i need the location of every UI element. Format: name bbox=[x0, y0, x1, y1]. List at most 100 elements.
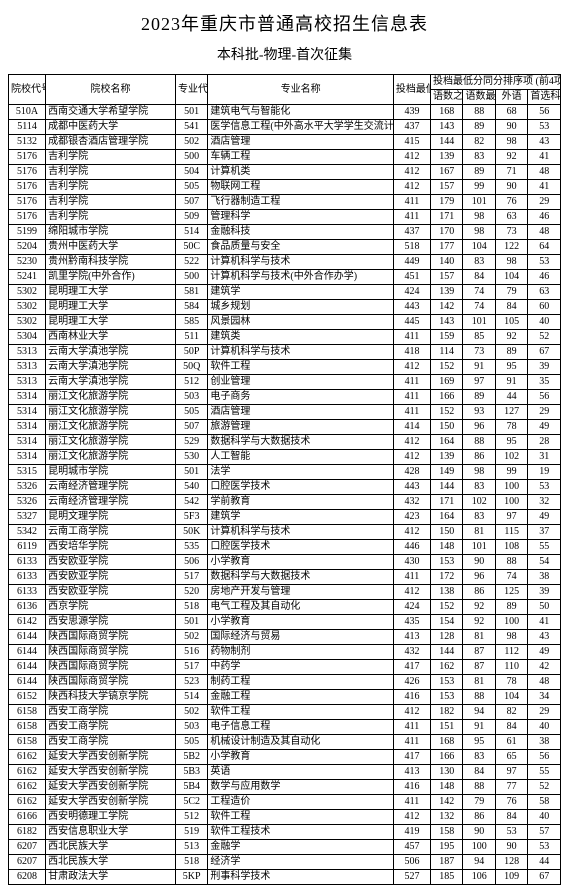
table-cell: 云南大学滇池学院 bbox=[46, 360, 176, 375]
table-cell: 丽江文化旅游学院 bbox=[46, 420, 176, 435]
table-cell: 5C2 bbox=[175, 795, 207, 810]
table-cell: 412 bbox=[393, 585, 430, 600]
table-cell: 501 bbox=[175, 465, 207, 480]
table-cell: 98 bbox=[463, 210, 495, 225]
table-row: 510A西南交通大学希望学院501建筑电气与智能化439168886856 bbox=[9, 105, 561, 120]
table-cell: 154 bbox=[431, 615, 463, 630]
table-cell: 吉利学院 bbox=[46, 180, 176, 195]
table-cell: 76 bbox=[495, 195, 527, 210]
table-cell: 吉利学院 bbox=[46, 150, 176, 165]
table-cell: 计算机类 bbox=[208, 165, 394, 180]
table-cell: 城乡规划 bbox=[208, 300, 394, 315]
table-cell: 40 bbox=[528, 720, 561, 735]
table-cell: 国际经济与贸易 bbox=[208, 630, 394, 645]
table-cell: 丽江文化旅游学院 bbox=[46, 390, 176, 405]
table-cell: 丽江文化旅游学院 bbox=[46, 405, 176, 420]
table-cell: 28 bbox=[528, 435, 561, 450]
table-cell: 云南大学滇池学院 bbox=[46, 345, 176, 360]
table-cell: 6133 bbox=[9, 570, 46, 585]
table-cell: 5132 bbox=[9, 135, 46, 150]
table-cell: 67 bbox=[528, 345, 561, 360]
table-cell: 150 bbox=[431, 525, 463, 540]
table-cell: 数学与应用数学 bbox=[208, 780, 394, 795]
table-cell: 88 bbox=[463, 435, 495, 450]
table-cell: 电子信息工程 bbox=[208, 720, 394, 735]
table-cell: 49 bbox=[528, 645, 561, 660]
table-cell: 吉利学院 bbox=[46, 195, 176, 210]
table-cell: 187 bbox=[431, 855, 463, 870]
table-cell: 云南大学滇池学院 bbox=[46, 375, 176, 390]
table-row: 6207西北民族大学518经济学5061879412844 bbox=[9, 855, 561, 870]
table-cell: 162 bbox=[431, 660, 463, 675]
table-cell: 506 bbox=[175, 555, 207, 570]
table-cell: 451 bbox=[393, 270, 430, 285]
table-cell: 100 bbox=[463, 840, 495, 855]
table-cell: 数据科学与大数据技术 bbox=[208, 570, 394, 585]
table-cell: 41 bbox=[528, 615, 561, 630]
table-cell: 数据科学与大数据技术 bbox=[208, 435, 394, 450]
table-cell: 西安工商学院 bbox=[46, 720, 176, 735]
table-row: 5304西南林业大学511建筑类411159859252 bbox=[9, 330, 561, 345]
table-cell: 小学教育 bbox=[208, 750, 394, 765]
table-cell: 523 bbox=[175, 675, 207, 690]
table-cell: 500 bbox=[175, 270, 207, 285]
table-cell: 建筑类 bbox=[208, 330, 394, 345]
table-cell: 81 bbox=[463, 630, 495, 645]
table-cell: 5315 bbox=[9, 465, 46, 480]
table-cell: 吉利学院 bbox=[46, 210, 176, 225]
table-cell: 92 bbox=[495, 150, 527, 165]
table-cell: 82 bbox=[463, 135, 495, 150]
table-cell: 电子商务 bbox=[208, 390, 394, 405]
table-cell: 87 bbox=[463, 645, 495, 660]
table-cell: 6144 bbox=[9, 660, 46, 675]
table-cell: 195 bbox=[431, 840, 463, 855]
table-cell: 74 bbox=[463, 285, 495, 300]
table-cell: 86 bbox=[463, 585, 495, 600]
table-cell: 6152 bbox=[9, 690, 46, 705]
th-sort1: 语数之和 bbox=[431, 90, 463, 105]
table-cell: 424 bbox=[393, 600, 430, 615]
table-cell: 76 bbox=[495, 795, 527, 810]
table-row: 5199绵阳城市学院514金融科技437170987348 bbox=[9, 225, 561, 240]
table-cell: 53 bbox=[528, 255, 561, 270]
table-cell: 5204 bbox=[9, 240, 46, 255]
table-cell: 510A bbox=[9, 105, 46, 120]
th-major-name: 专业名称 bbox=[208, 75, 394, 105]
table-row: 6182西安信息职业大学519软件工程技术419158905357 bbox=[9, 825, 561, 840]
table-cell: 37 bbox=[528, 525, 561, 540]
table-cell: 89 bbox=[463, 165, 495, 180]
table-cell: 102 bbox=[495, 450, 527, 465]
table-cell: 509 bbox=[175, 210, 207, 225]
table-cell: 计算机科学与技术 bbox=[208, 345, 394, 360]
table-cell: 77 bbox=[495, 780, 527, 795]
table-cell: 55 bbox=[528, 765, 561, 780]
table-cell: 5326 bbox=[9, 495, 46, 510]
table-row: 5176吉利学院509管理科学411171986346 bbox=[9, 210, 561, 225]
table-cell: 171 bbox=[431, 495, 463, 510]
table-cell: 166 bbox=[431, 750, 463, 765]
table-cell: 168 bbox=[431, 105, 463, 120]
table-cell: 138 bbox=[431, 585, 463, 600]
table-cell: 457 bbox=[393, 840, 430, 855]
table-cell: 507 bbox=[175, 420, 207, 435]
table-cell: 物联网工程 bbox=[208, 180, 394, 195]
table-cell: 506 bbox=[393, 855, 430, 870]
table-cell: 584 bbox=[175, 300, 207, 315]
table-cell: 68 bbox=[495, 105, 527, 120]
table-cell: 411 bbox=[393, 570, 430, 585]
table-cell: 412 bbox=[393, 705, 430, 720]
table-row: 6162延安大学西安创新学院5C2工程造价411142797658 bbox=[9, 795, 561, 810]
table-cell: 152 bbox=[431, 405, 463, 420]
table-cell: 55 bbox=[528, 540, 561, 555]
table-cell: 中药学 bbox=[208, 660, 394, 675]
table-row: 5176吉利学院507飞行器制造工程4111791017629 bbox=[9, 195, 561, 210]
table-cell: 6208 bbox=[9, 870, 46, 885]
table-cell: 585 bbox=[175, 315, 207, 330]
table-cell: 85 bbox=[463, 330, 495, 345]
table-cell: 人工智能 bbox=[208, 450, 394, 465]
table-cell: 金融科技 bbox=[208, 225, 394, 240]
table-cell: 90 bbox=[463, 825, 495, 840]
table-cell: 5176 bbox=[9, 150, 46, 165]
table-cell: 100 bbox=[495, 495, 527, 510]
table-cell: 工程造价 bbox=[208, 795, 394, 810]
